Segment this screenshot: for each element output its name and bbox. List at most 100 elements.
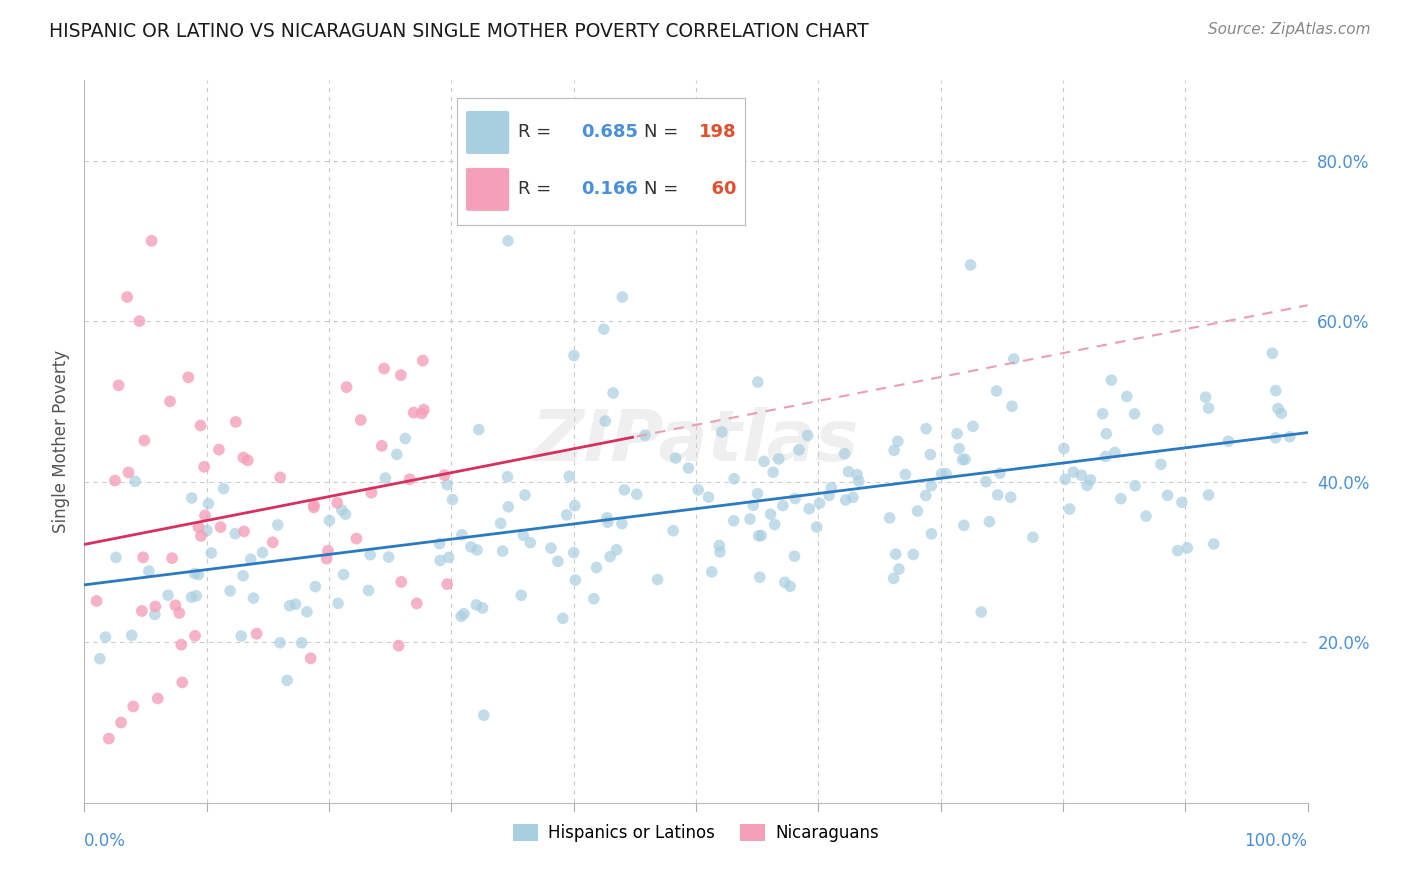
Point [763, 517, 786, 532]
Point [915, 422, 938, 436]
Point [359, 548, 381, 562]
Point [267, 517, 290, 532]
Point [585, 560, 607, 574]
Point [820, 481, 842, 495]
Point [252, 545, 274, 559]
Point [200, 546, 222, 560]
Point [357, 583, 380, 598]
Point [987, 488, 1010, 502]
Point [180, 491, 202, 505]
Point [1264, 431, 1286, 445]
Point [834, 493, 856, 508]
Point [1059, 502, 1081, 516]
Point [1076, 478, 1098, 492]
Point [299, 651, 322, 665]
Text: HISPANIC OR LATINO VS NICARAGUAN SINGLE MOTHER POVERTY CORRELATION CHART: HISPANIC OR LATINO VS NICARAGUAN SINGLE … [49, 22, 869, 41]
Point [626, 487, 648, 501]
Point [134, 434, 156, 448]
Point [97, 731, 120, 746]
Point [748, 570, 770, 584]
Point [190, 529, 212, 543]
Point [377, 549, 399, 564]
Point [165, 599, 187, 613]
Point [450, 609, 472, 624]
Point [1175, 541, 1198, 555]
Point [295, 605, 318, 619]
Point [104, 474, 127, 488]
Point [284, 597, 307, 611]
Point [117, 466, 139, 480]
Point [903, 548, 925, 562]
Point [700, 565, 723, 579]
Point [262, 535, 284, 549]
Point [762, 465, 785, 479]
Point [946, 426, 969, 441]
Point [138, 564, 160, 578]
Point [172, 675, 194, 690]
Point [278, 599, 301, 613]
Point [1270, 406, 1292, 420]
Point [747, 486, 769, 500]
Point [920, 448, 942, 462]
Point [453, 607, 475, 621]
Point [465, 598, 488, 612]
Point [1123, 479, 1146, 493]
Point [389, 574, 412, 589]
Point [233, 524, 256, 539]
Point [613, 483, 636, 497]
Point [412, 353, 434, 368]
Point [302, 500, 325, 515]
Point [953, 452, 976, 467]
Point [592, 322, 614, 336]
Point [678, 461, 700, 475]
Point [1150, 458, 1173, 472]
Point [471, 601, 494, 615]
Point [665, 451, 688, 466]
Point [887, 434, 910, 449]
Point [883, 572, 905, 586]
Point [1002, 352, 1025, 367]
Point [921, 526, 943, 541]
Point [412, 402, 434, 417]
Point [467, 423, 489, 437]
Point [959, 258, 981, 272]
Point [806, 520, 828, 534]
Point [472, 708, 495, 723]
Point [436, 577, 458, 591]
Point [772, 499, 794, 513]
Point [596, 510, 619, 524]
Text: 100.0%: 100.0% [1244, 831, 1308, 850]
Point [371, 439, 394, 453]
Point [107, 378, 129, 392]
Point [193, 459, 215, 474]
Point [749, 528, 772, 542]
Point [236, 453, 259, 467]
Point [128, 314, 150, 328]
Point [180, 590, 202, 604]
Point [752, 454, 775, 468]
Point [141, 234, 163, 248]
Text: ZIPatlas: ZIPatlas [533, 407, 859, 476]
Point [186, 589, 208, 603]
Point [110, 715, 132, 730]
Point [498, 500, 520, 514]
Point [914, 488, 936, 502]
Point [1202, 537, 1225, 551]
Point [1198, 401, 1220, 415]
Point [697, 490, 720, 504]
Point [723, 514, 745, 528]
Point [564, 573, 586, 587]
Point [662, 524, 685, 538]
Point [1156, 488, 1178, 502]
Point [779, 579, 801, 593]
Point [883, 443, 905, 458]
Point [759, 507, 782, 521]
Point [1001, 399, 1024, 413]
Point [935, 467, 957, 481]
Point [808, 496, 831, 510]
Point [336, 380, 359, 394]
Point [187, 520, 209, 534]
Point [558, 469, 581, 483]
Point [465, 543, 488, 558]
Point [350, 413, 373, 427]
